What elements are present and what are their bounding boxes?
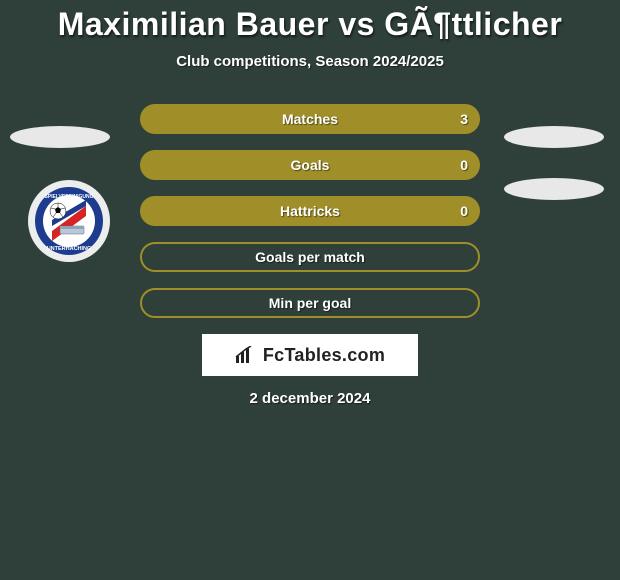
stat-label: Matches: [282, 111, 338, 127]
stat-label: Hattricks: [280, 203, 340, 219]
stat-row: Min per goal: [140, 288, 480, 318]
page-subtitle: Club competitions, Season 2024/2025: [0, 53, 620, 70]
bars-icon: [235, 346, 257, 364]
stat-value-right: 3: [460, 111, 468, 127]
footer-brand-text: FcTables.com: [263, 345, 385, 366]
stats-list: Matches 3 Goals 0 Hattricks 0 Goals per match M…: [0, 104, 620, 318]
footer-logo: FcTables.com: [202, 334, 418, 376]
stat-label: Goals per match: [255, 249, 365, 265]
stat-label: Min per goal: [269, 295, 351, 311]
stat-label: Goals: [291, 157, 330, 173]
date-text: 2 december 2024: [0, 390, 620, 407]
stat-row: Goals per match: [140, 242, 480, 272]
stat-value-right: 0: [460, 157, 468, 173]
page-title: Maximilian Bauer vs GÃ¶ttlicher: [0, 0, 620, 43]
stat-row: Goals 0: [140, 150, 480, 180]
stat-value-right: 0: [460, 203, 468, 219]
stat-row: Matches 3: [140, 104, 480, 134]
stat-row: Hattricks 0: [140, 196, 480, 226]
